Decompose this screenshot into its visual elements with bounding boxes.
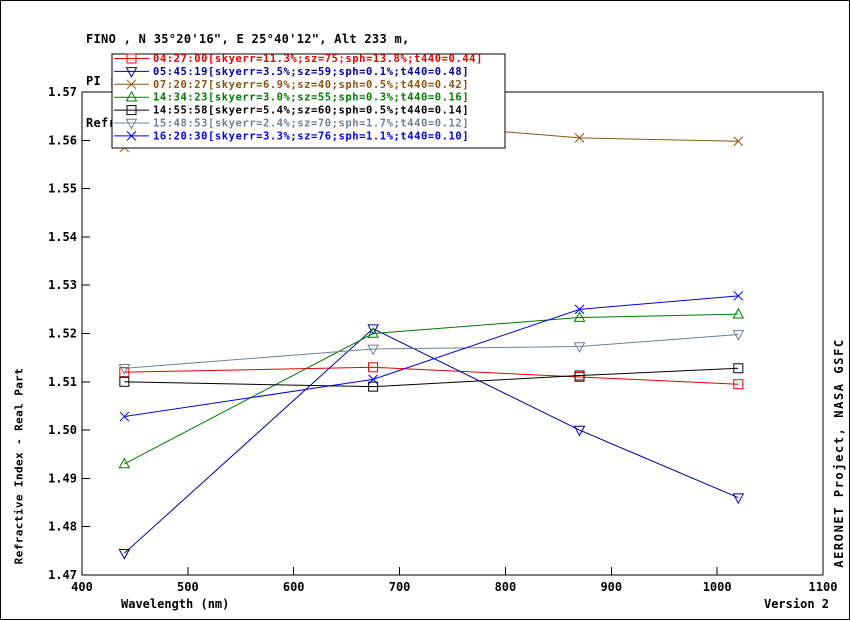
series-line-5 — [124, 333, 739, 369]
legend-marker — [126, 79, 137, 90]
y-tick-label: 1.54 — [48, 230, 77, 244]
legend-label: 07:20:27[skyerr=6.9%;sz=40;sph=0.5%;t440… — [153, 79, 469, 91]
series-2-marker — [574, 133, 585, 143]
x-tick-label: 1100 — [809, 580, 838, 594]
x-tick-label: 400 — [71, 580, 93, 594]
legend-marker — [125, 90, 138, 102]
series-3-marker — [732, 307, 745, 319]
legend-label: 14:55:58[skyerr=5.4%;sz=60;sph=0.5%;t440… — [153, 105, 469, 117]
y-tick-label: 1.50 — [48, 423, 77, 437]
series-3-marker — [367, 327, 379, 338]
series-5-marker — [732, 330, 745, 341]
legend-label: 04:27:00[skyerr=11.3%;sz=75;sph=13.8%;t4… — [153, 53, 483, 65]
x-tick-label: 600 — [283, 580, 305, 594]
series-line-3 — [124, 313, 739, 465]
legend-label: 14:34:23[skyerr=3.0%;sz=55;sph=0.3%;t440… — [153, 92, 469, 104]
aeronet-credit-label: AERONET Project, NASA GSFC — [832, 338, 846, 568]
series-6-marker — [574, 304, 585, 315]
series-6-marker — [368, 374, 378, 385]
legend-label: 16:20:30[skyerr=3.3%;sz=76;sph=1.1%;t440… — [153, 130, 469, 142]
legend-marker — [126, 53, 137, 64]
legend-marker — [126, 131, 137, 141]
series-4-marker — [119, 376, 130, 387]
series-3-marker — [573, 311, 586, 322]
series-1-marker — [367, 324, 379, 336]
y-tick-label: 1.57 — [48, 85, 77, 99]
series-4-marker — [733, 363, 744, 374]
series-line-1 — [124, 328, 739, 554]
x-tick-label: 900 — [600, 580, 622, 594]
series-4-marker — [368, 381, 379, 392]
legend-marker — [125, 67, 138, 78]
series-3-marker — [118, 457, 131, 469]
y-axis-title: Refractive Index - Real Part — [12, 367, 26, 565]
series-5-marker — [118, 363, 131, 375]
series-0-marker — [119, 367, 130, 378]
y-tick-label: 1.53 — [48, 278, 77, 292]
y-tick-label: 1.47 — [48, 568, 77, 582]
series-4-marker — [574, 370, 585, 381]
y-tick-label: 1.48 — [48, 520, 77, 534]
series-5-marker — [367, 344, 379, 356]
series-0-marker — [733, 379, 744, 390]
series-1-marker — [732, 493, 745, 505]
plot-border — [81, 91, 824, 576]
series-5-marker — [573, 342, 586, 353]
series-2-marker — [733, 136, 744, 147]
series-line-4 — [124, 367, 739, 388]
x-tick-label: 700 — [389, 580, 411, 594]
legend-marker — [125, 118, 138, 130]
x-axis-title: Wavelength (nm) — [121, 597, 230, 611]
legend-label: 15:48:53[skyerr=2.4%;sz=70;sph=1.7%;t440… — [153, 118, 469, 130]
legend-marker — [126, 105, 137, 116]
series-1-marker — [118, 548, 131, 560]
legend-label: 05:45:19[skyerr=3.5%;sz=59;sph=0.1%;t440… — [153, 66, 469, 78]
x-tick-label: 500 — [177, 580, 199, 594]
y-tick-label: 1.56 — [48, 133, 77, 147]
series-1-marker — [573, 425, 586, 437]
y-tick-label: 1.51 — [48, 375, 77, 389]
y-tick-label: 1.49 — [48, 471, 77, 485]
series-0-marker — [368, 362, 379, 373]
series-6-marker — [733, 290, 744, 301]
y-tick-label: 1.55 — [48, 182, 77, 196]
series-6-marker — [119, 411, 130, 422]
x-tick-label: 800 — [495, 580, 517, 594]
series-line-6 — [124, 295, 739, 418]
x-tick-label: 1000 — [703, 580, 732, 594]
header-site-line: FINO , N 35°20'16", E 25°40'12", Alt 233… — [86, 32, 410, 46]
version-label: Version 2 — [763, 597, 829, 611]
y-tick-label: 1.52 — [48, 327, 77, 341]
legend-box — [111, 53, 506, 149]
series-line-0 — [124, 366, 739, 385]
